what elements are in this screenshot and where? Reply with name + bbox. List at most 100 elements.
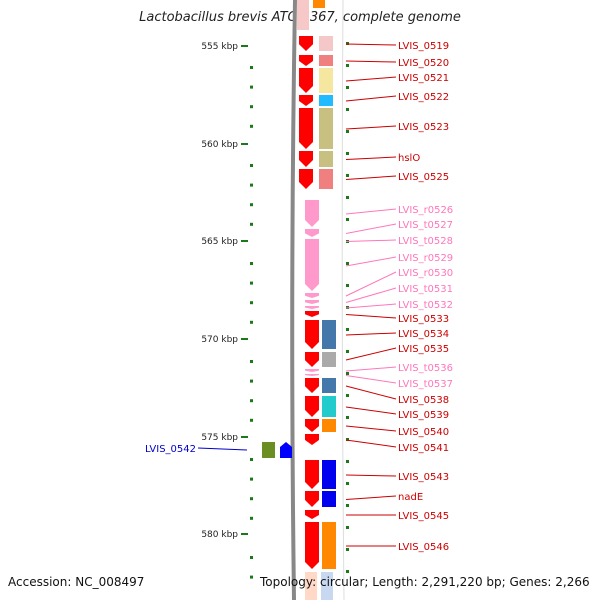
scale-tick-label: 570 kbp [201, 335, 238, 345]
scale-tick-minor [250, 458, 253, 461]
cds-feature[interactable] [305, 460, 319, 489]
outer-tick-dot [346, 130, 349, 133]
gene-label-nade[interactable]: nadE [398, 492, 423, 503]
cog-category-block[interactable] [322, 320, 336, 349]
gene-label-connector [345, 347, 397, 361]
outer-tick-dot [346, 416, 349, 419]
scale-tick-minor [250, 418, 253, 422]
gene-label-lvis_0542[interactable]: LVIS_0542 [145, 444, 196, 455]
cds-feature[interactable] [305, 396, 319, 417]
gene-label-lvis_0522[interactable]: LVIS_0522 [398, 92, 449, 103]
cds-feature[interactable] [299, 169, 313, 189]
gene-label-connector [345, 223, 397, 234]
scale-tick-minor [250, 164, 253, 167]
outer-tick-dot [346, 438, 349, 441]
left-strand-feature[interactable] [262, 442, 275, 458]
gene-label-lvis_0540[interactable]: LVIS_0540 [398, 427, 449, 438]
cds-feature[interactable] [299, 151, 313, 167]
outer-tick-dot [346, 526, 349, 529]
cds-feature[interactable] [305, 378, 319, 393]
cds-feature[interactable] [299, 55, 313, 66]
outer-tick-dot [346, 460, 349, 463]
gene-label-connector [345, 425, 397, 432]
cog-category-block[interactable] [319, 55, 333, 66]
gene-label-lvis_r0529[interactable]: LVIS_r0529 [398, 253, 453, 264]
gene-label-lvis_0541[interactable]: LVIS_0541 [398, 443, 449, 454]
gene-label-lvis_0520[interactable]: LVIS_0520 [398, 58, 449, 69]
gene-label-connector [345, 239, 397, 242]
gene-label-lvis_t0536[interactable]: LVIS_t0536 [398, 363, 453, 374]
cds-feature[interactable] [299, 108, 313, 149]
gene-label-lvis_t0537[interactable]: LVIS_t0537 [398, 379, 453, 390]
genome-backbone [290, 0, 297, 600]
gene-label-lvis_0525[interactable]: LVIS_0525 [398, 172, 449, 183]
cog-category-block[interactable] [322, 396, 336, 417]
rna-feature[interactable] [305, 374, 319, 376]
cog-category-block[interactable] [319, 108, 333, 149]
gene-label-lvis_0538[interactable]: LVIS_0538 [398, 395, 449, 406]
cds-feature[interactable] [305, 311, 319, 317]
outer-tick-dot [346, 174, 349, 177]
cds-feature[interactable] [299, 95, 313, 106]
outer-tick-dot [346, 196, 349, 199]
cds-feature[interactable] [305, 434, 319, 445]
rna-feature[interactable] [305, 229, 319, 237]
cds-feature[interactable] [299, 68, 313, 93]
gene-label-lvis_0534[interactable]: LVIS_0534 [398, 329, 449, 340]
gene-label-lvis_0546[interactable]: LVIS_0546 [398, 542, 449, 553]
gene-label-lvis_t0532[interactable]: LVIS_t0532 [398, 300, 453, 311]
outer-tick-dot [346, 548, 349, 551]
scale-tick-minor [250, 124, 253, 128]
scale-tick-label: 565 kbp [201, 237, 238, 247]
gene-label-connector [345, 271, 397, 297]
cog-category-block[interactable] [322, 491, 336, 507]
gene-label-lvis_0523[interactable]: LVIS_0523 [398, 122, 449, 133]
gene-label-connector [345, 208, 397, 215]
gene-label-lvis_0533[interactable]: LVIS_0533 [398, 314, 449, 325]
left-strand-feature-arrow[interactable] [280, 442, 292, 458]
rna-feature[interactable] [305, 240, 319, 291]
cog-category-block[interactable] [319, 36, 333, 51]
rna-feature[interactable] [305, 293, 319, 298]
cog-category-block[interactable] [322, 419, 336, 432]
cog-category-block[interactable] [322, 522, 336, 569]
gene-label-connector [345, 60, 397, 63]
gene-label-lvis_t0528[interactable]: LVIS_t0528 [398, 236, 453, 247]
scale-tick-minor [250, 105, 253, 109]
cds-feature[interactable] [305, 522, 319, 569]
gene-label-lvis_r0526[interactable]: LVIS_r0526 [398, 205, 453, 216]
gene-label-lvis_r0530[interactable]: LVIS_r0530 [398, 268, 453, 279]
rna-feature[interactable] [305, 300, 319, 304]
cds-feature[interactable] [305, 491, 319, 507]
scale-tick-minor [250, 399, 253, 403]
gene-label-lvis_0535[interactable]: LVIS_0535 [398, 344, 449, 355]
gene-label-lvis_0539[interactable]: LVIS_0539 [398, 410, 449, 421]
rna-feature[interactable] [305, 200, 319, 227]
cds-feature[interactable] [305, 352, 319, 367]
cds-feature[interactable] [305, 419, 319, 432]
outer-tick-dot [346, 504, 349, 507]
gene-label-hslo[interactable]: hslO [398, 153, 420, 164]
cds-feature[interactable] [305, 320, 319, 349]
cog-category-block[interactable] [319, 169, 333, 189]
gene-label-lvis_0543[interactable]: LVIS_0543 [398, 472, 449, 483]
partial-feature-top [313, 0, 325, 8]
gene-label-lvis_t0531[interactable]: LVIS_t0531 [398, 284, 453, 295]
gene-label-lvis_0545[interactable]: LVIS_0545 [398, 511, 449, 522]
cog-category-block[interactable] [319, 151, 333, 167]
rna-feature[interactable] [305, 306, 319, 309]
outer-tick-dot [346, 328, 349, 331]
rna-feature[interactable] [305, 369, 319, 372]
partial-feature-bottom [305, 572, 317, 600]
cog-category-block[interactable] [322, 352, 336, 367]
scale-tick-minor [250, 379, 253, 383]
cog-category-block[interactable] [322, 460, 336, 489]
cog-category-block[interactable] [319, 95, 333, 106]
cog-category-block[interactable] [319, 68, 333, 93]
gene-label-lvis_0521[interactable]: LVIS_0521 [398, 73, 449, 84]
gene-label-lvis_0519[interactable]: LVIS_0519 [398, 41, 449, 52]
cog-category-block[interactable] [322, 378, 336, 393]
cds-feature[interactable] [305, 510, 319, 519]
gene-label-lvis_t0527[interactable]: LVIS_t0527 [398, 220, 453, 231]
cds-feature[interactable] [299, 36, 313, 51]
